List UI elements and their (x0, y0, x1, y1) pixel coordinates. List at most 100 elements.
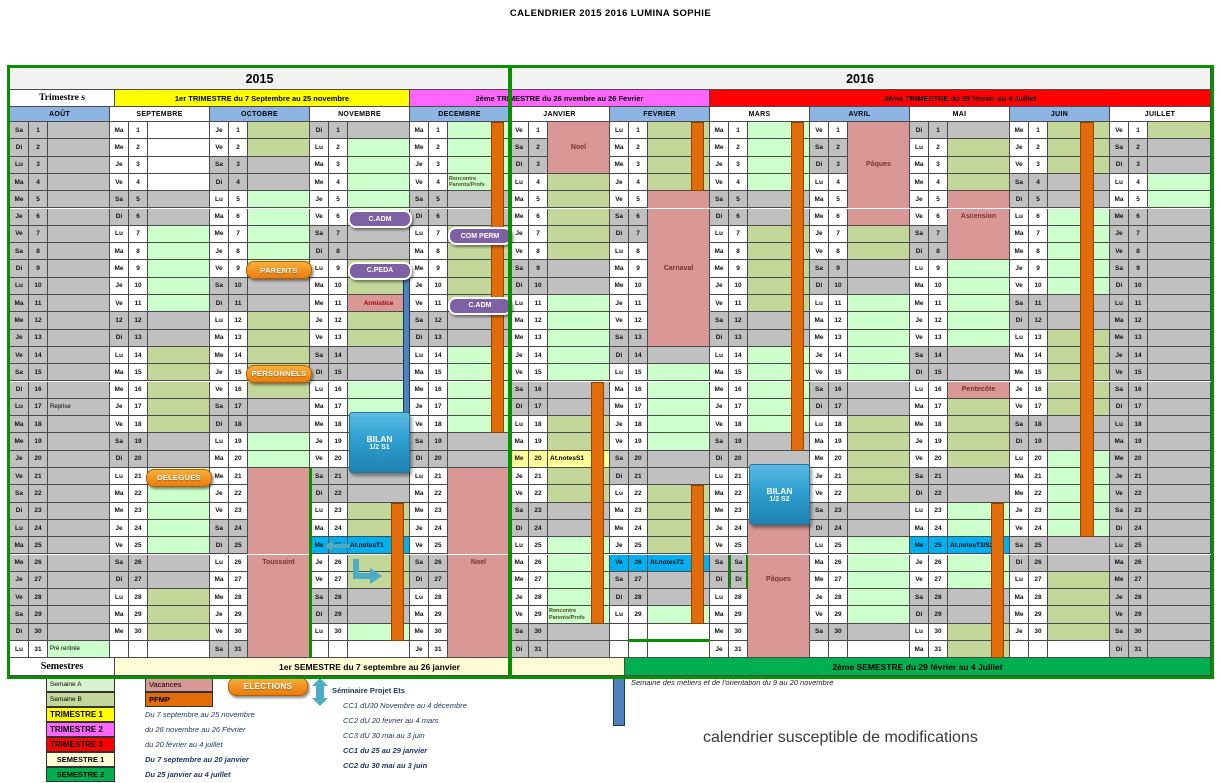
day-event-cell (1048, 329, 1110, 347)
dow-cell: Je (910, 433, 929, 451)
day-number-cell: 2 (29, 139, 48, 157)
personnels-button[interactable]: PERSONNELS (246, 364, 312, 383)
month-header-janvier: JANVIER (510, 107, 610, 122)
bilan-block[interactable]: BILAN 1/2 S2 (749, 464, 810, 525)
dow-cell: Ve (310, 450, 329, 468)
vacation-boundary-line (308, 468, 312, 659)
day-number-cell: 10 (1129, 277, 1148, 295)
dow-cell: Lu (10, 519, 29, 538)
month-header-mai: MAI (910, 107, 1010, 122)
day-number-cell: 31 (929, 641, 948, 659)
day-event-cell (648, 312, 710, 330)
day-event-cell: Noel (548, 139, 610, 157)
dow-cell: Ve (410, 173, 429, 192)
day-number-cell: 14 (829, 346, 848, 365)
com-perm-button[interactable]: COM PERM (448, 227, 512, 246)
day-number-cell: 26 (1029, 554, 1048, 572)
day-event-cell (48, 433, 110, 451)
day-event-cell (1048, 416, 1110, 434)
day-event-cell (1148, 312, 1211, 330)
dow-cell: Je (1110, 589, 1129, 607)
dow-cell: Ma (810, 191, 829, 209)
dow-cell (610, 623, 629, 641)
day-event-cell (248, 468, 310, 486)
c-peda-button[interactable]: C.PEDA (348, 261, 412, 280)
day-number-cell: 29 (629, 606, 648, 624)
dow-cell: Di (610, 468, 629, 486)
dow-cell: Sa (610, 329, 629, 347)
dow-cell: Je (110, 277, 129, 295)
dow-cell: Ve (910, 329, 929, 347)
dow-cell: Sa (210, 398, 229, 417)
dow-cell: Lu (10, 277, 29, 295)
day-event-cell (948, 329, 1010, 347)
day-number-cell: 5 (1129, 191, 1148, 209)
day-event-cell (948, 277, 1010, 295)
day-number-cell: 17 (629, 398, 648, 417)
day-number-cell: 24 (929, 519, 948, 538)
day-number-cell: 29 (729, 606, 748, 624)
dow-cell: Me (1110, 571, 1129, 590)
dow-cell: Ma (1010, 225, 1029, 244)
day-event-cell: Toussaint (248, 554, 310, 572)
c-adm-button[interactable]: C.ADM (348, 210, 412, 228)
day-event-cell (148, 173, 210, 192)
c-adm-button[interactable]: C.ADM (448, 296, 512, 315)
dow-cell: Di (110, 450, 129, 468)
day-event-cell (848, 139, 910, 157)
day-event-cell (48, 156, 110, 174)
day-number-cell: 3 (29, 156, 48, 174)
day-number-cell: 12 (529, 312, 548, 330)
dow-cell: Je (210, 122, 229, 140)
day-number-cell: 30 (229, 623, 248, 641)
day-event-cell (948, 260, 1010, 278)
dow-cell (810, 641, 829, 659)
day-event-cell (548, 329, 610, 347)
delegues-button[interactable]: DELEGUES (146, 468, 212, 487)
dow-cell: Sa (510, 139, 529, 157)
day-number-cell: 17 (529, 398, 548, 417)
day-event-cell: Armistice (348, 295, 410, 313)
day-number-cell: 15 (129, 364, 148, 382)
trimester-2-bar: 2ème TRIMESTRE du 26 nvembre au 26 Fevri… (410, 90, 710, 107)
day-number-cell: 20 (1129, 450, 1148, 468)
day-number-cell: 27 (1029, 571, 1048, 590)
day-event-cell (348, 173, 410, 192)
bilan-block[interactable]: BILAN 1/2 S1 (349, 412, 410, 473)
day-event-cell (448, 502, 510, 520)
year-divider-line (508, 68, 512, 676)
parents-button[interactable]: PARENTS (246, 261, 312, 279)
day-number-cell: 21 (229, 468, 248, 486)
day-number-cell: 17 (1029, 398, 1048, 417)
day-number-cell: 1 (529, 122, 548, 140)
dow-cell: Di (1110, 277, 1129, 295)
dow-cell: Ve (610, 554, 629, 572)
dow-cell: Je (710, 398, 729, 417)
semestre-1-bar: 1er SEMESTRE du 7 septembre au 26 janvie… (115, 658, 625, 676)
day-number-cell: 29 (429, 606, 448, 624)
dow-cell: Lu (310, 381, 329, 399)
day-number-cell: 6 (829, 208, 848, 226)
day-number-cell: 13 (229, 329, 248, 347)
day-event-cell (148, 433, 210, 451)
day-number-cell: 12 (1029, 312, 1048, 330)
day-event-cell (948, 191, 1010, 209)
dow-cell: Di (810, 519, 829, 538)
day-event-cell (748, 589, 810, 607)
dow-cell: Ve (1110, 606, 1129, 624)
dow-cell: Lu (110, 468, 129, 486)
dow-cell: Lu (10, 641, 29, 659)
day-number-cell: 2 (929, 139, 948, 157)
dow-cell: Me (410, 623, 429, 641)
day-event-cell (348, 346, 410, 365)
day-number-cell: 29 (529, 606, 548, 624)
day-number-cell: 27 (829, 571, 848, 590)
day-number-cell: 1 (329, 122, 348, 140)
elections-button[interactable]: ELECTIONS (228, 677, 308, 696)
day-number-cell: 28 (929, 589, 948, 607)
day-event-cell (1048, 312, 1110, 330)
dow-cell: Je (1010, 381, 1029, 399)
day-number-cell: 7 (829, 225, 848, 244)
day-number-cell: 18 (1029, 416, 1048, 434)
day-number-cell: 1 (1129, 122, 1148, 140)
